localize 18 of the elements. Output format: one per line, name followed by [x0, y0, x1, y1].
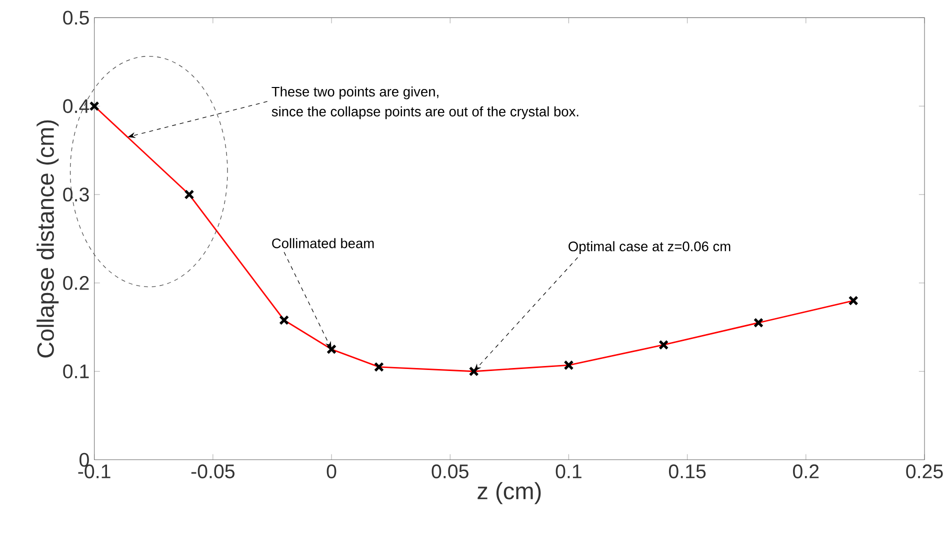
annotation: since the collapse points are out of the crystal box. [272, 106, 578, 119]
y-tick-label: 0.4 [63, 98, 90, 113]
y-axis-title: Collapse distance (cm) [36, 120, 59, 358]
x-tick-label: -0.05 [191, 464, 234, 478]
x-tick-label: 0 [326, 464, 336, 478]
y-tick-label: 0.1 [63, 364, 89, 378]
annotation: These two points are given, [272, 86, 438, 100]
annotation: Collimated beam [272, 238, 374, 248]
x-tick-label: 0.1 [556, 464, 582, 478]
x-tick-label: 0.25 [906, 464, 943, 478]
x-tick-label: 0.05 [432, 464, 468, 478]
y-tick-label: 0.2 [63, 276, 89, 290]
annotation: Optimal case at z=0.06 cm [568, 240, 730, 254]
x-axis-title: z (cm) [478, 482, 541, 504]
y-tick-label: 0.3 [63, 187, 89, 202]
x-tick-label: 0.2 [793, 464, 819, 478]
y-tick-label: 0.5 [63, 10, 89, 24]
x-tick-label: 0.15 [668, 464, 706, 478]
